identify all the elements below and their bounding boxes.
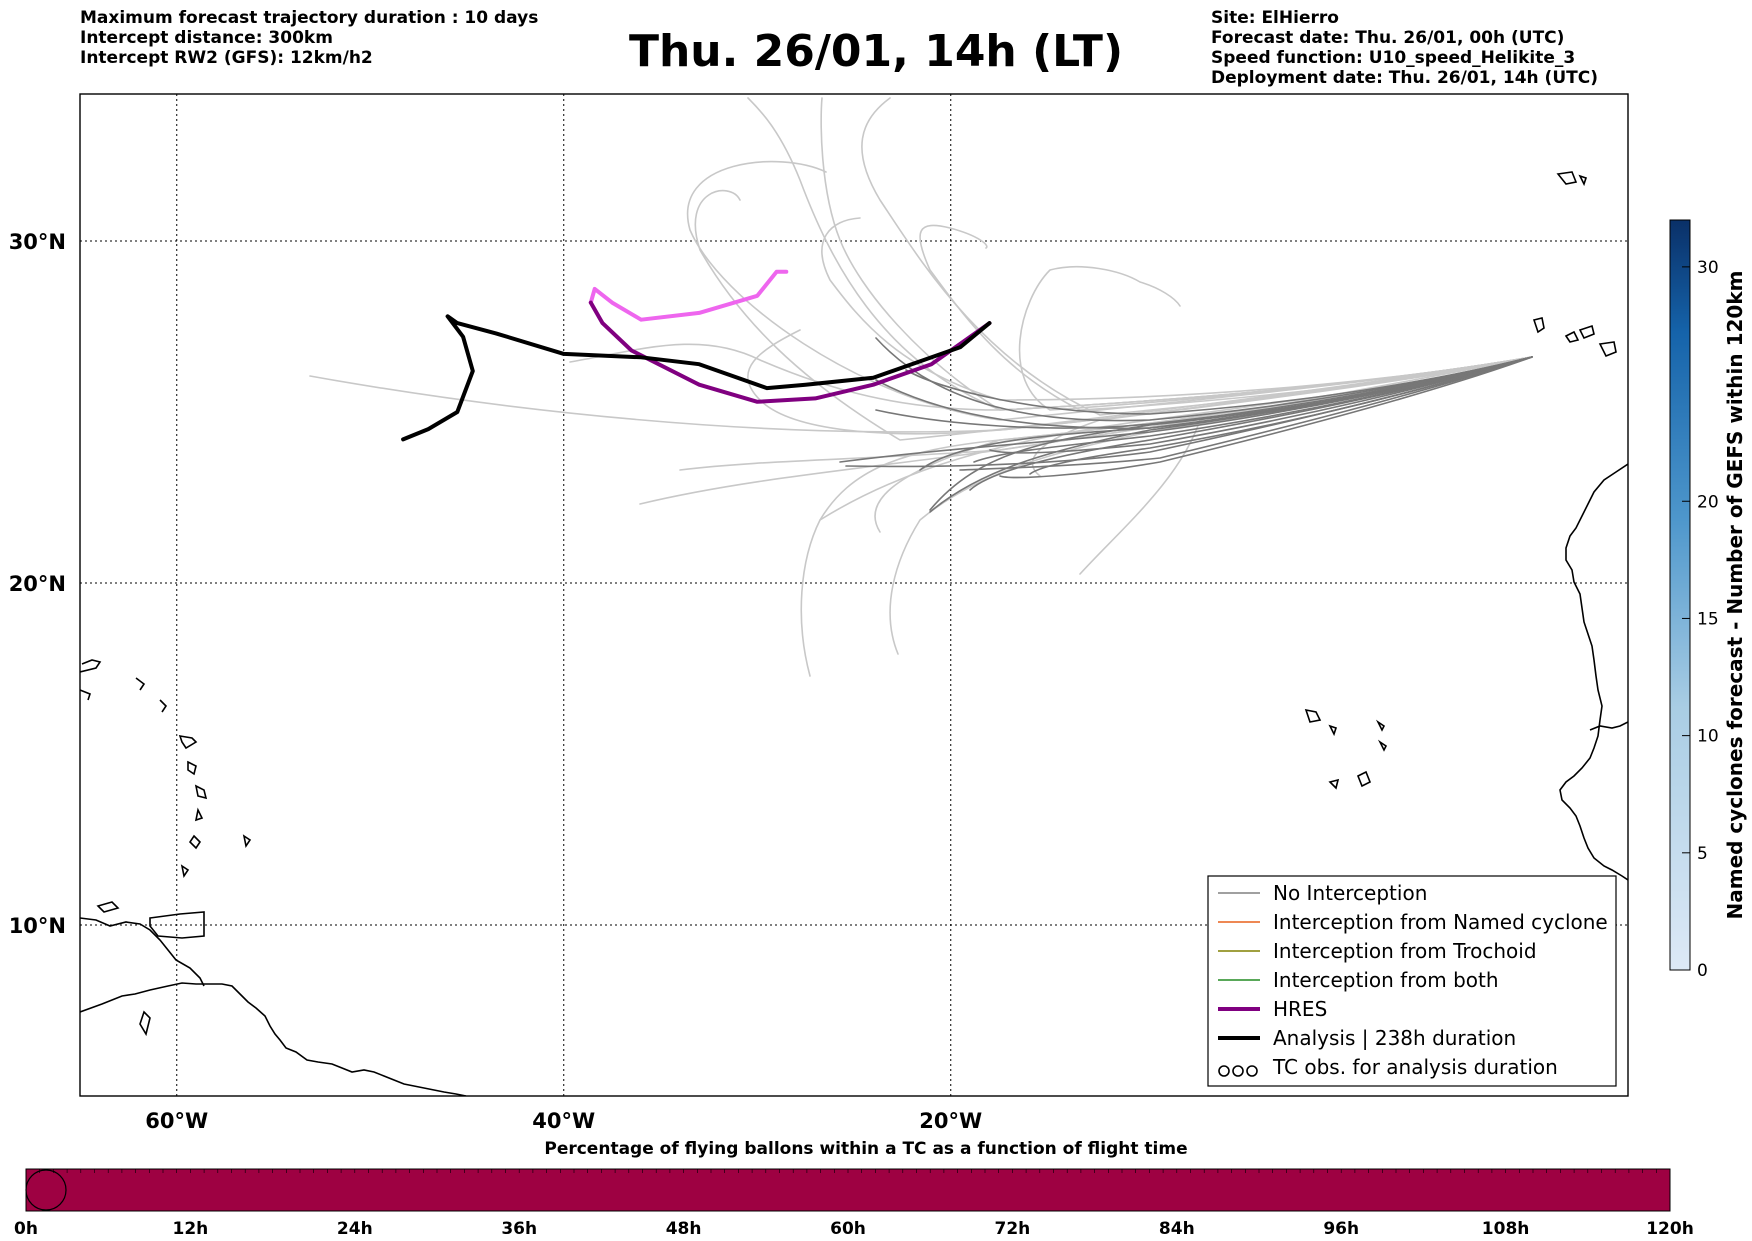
lesser-antilles-10 <box>180 864 190 879</box>
venezuela-coast <box>80 917 205 987</box>
bar-tick-label: 36h <box>501 1219 537 1239</box>
legend-label: TC obs. for analysis duration <box>1272 1055 1558 1079</box>
legend-label: Interception from both <box>1273 968 1499 992</box>
legend-label: Analysis | 238h duration <box>1273 1026 1516 1050</box>
lesser-antilles-3 <box>80 689 91 701</box>
header-left-line-3: Intercept RW2 (GFS): 12km/h2 <box>80 48 373 68</box>
header-left-line-1: Maximum forecast trajectory duration : 1… <box>80 8 539 28</box>
margarita-island <box>139 1010 151 1037</box>
analysis-track <box>401 314 992 442</box>
header-left-line-2: Intercept distance: 300km <box>80 28 333 48</box>
no-interception-track <box>919 356 1533 471</box>
legend: No Interception Interception from Named c… <box>1207 875 1617 1087</box>
bar-tick-label: 72h <box>995 1219 1031 1239</box>
bar-tick-label: 24h <box>337 1219 373 1239</box>
west-africa-coast <box>1559 463 1628 881</box>
bar-tick-label: 60h <box>830 1219 866 1239</box>
legend-item: No Interception <box>1218 881 1427 905</box>
colorbar-tick-label: 20 <box>1697 492 1719 512</box>
header-right-line-1: Site: ElHierro <box>1211 8 1339 28</box>
bar-tick-label: 12h <box>173 1219 209 1239</box>
legend-item: Interception from Named cyclone <box>1218 910 1608 934</box>
map-axis-labels: 60°W 40°W 20°W 30°N 20°N 10°N <box>9 230 983 1133</box>
bar-tick-label: 120h <box>1646 1219 1694 1239</box>
lesser-antilles-11 <box>242 834 252 849</box>
tc-symbol-icon <box>1246 1065 1258 1077</box>
no-interception-track <box>905 356 1533 415</box>
legend-item: Interception from both <box>1218 968 1499 992</box>
lesser-antilles-4 <box>159 699 168 713</box>
legend-item: Analysis | 238h duration <box>1218 1026 1516 1050</box>
no-interception-track <box>989 356 1533 454</box>
flight-time-bar-fill <box>25 1168 1671 1212</box>
map-frame <box>79 93 1629 1097</box>
legend-label: No Interception <box>1273 881 1427 905</box>
bar-tick-label: 48h <box>666 1219 702 1239</box>
ensemble-track <box>1018 265 1533 411</box>
flight-time-bar: Percentage of flying ballons within a TC… <box>14 1139 1694 1239</box>
hres-track <box>588 300 992 404</box>
south-america-coast <box>80 982 467 1096</box>
lon-tick-label: 60°W <box>145 1109 208 1133</box>
no-interception-track <box>999 356 1533 479</box>
bar-tick-label: 84h <box>1159 1219 1195 1239</box>
colorbar-tick-label: 5 <box>1697 844 1708 864</box>
page-title: Thu. 26/01, 14h (LT) <box>628 26 1124 77</box>
colorbar-tick-label: 0 <box>1697 961 1708 981</box>
lat-tick-label: 30°N <box>9 230 66 254</box>
ensemble-track <box>747 329 1533 435</box>
tc-symbol-icon <box>1232 1065 1244 1077</box>
coastlines <box>80 171 1628 1096</box>
lat-tick-label: 10°N <box>9 914 66 938</box>
lesser-antilles-6 <box>187 760 197 776</box>
legend-item: HRES <box>1218 997 1327 1021</box>
no-interception-track <box>875 356 1533 429</box>
header-right-line-3: Speed function: U10_speed_Helikite_3 <box>1211 48 1576 68</box>
colorbar-label: Named cyclones forecast - Number of GEFS… <box>1723 271 1747 920</box>
canary-islands <box>1532 317 1617 358</box>
lesser-antilles-5 <box>178 734 198 750</box>
dakar-peninsula <box>1589 721 1628 731</box>
trinidad-island <box>149 911 205 939</box>
bar-tick-label: 0h <box>14 1219 38 1239</box>
colorbar: 0 5 10 15 20 30 Named cyclones forecast - Num… <box>1669 219 1747 981</box>
lesser-antilles-7 <box>194 784 208 800</box>
lon-tick-label: 40°W <box>532 1109 595 1133</box>
legend-item: Interception from Trochoid <box>1218 939 1537 963</box>
lat-tick-label: 20°N <box>9 572 66 596</box>
legend-label: HRES <box>1273 997 1327 1021</box>
flight-time-bar-title: Percentage of flying ballons within a TC… <box>544 1139 1187 1159</box>
ensemble-trajectories <box>309 97 1533 677</box>
madeira-islands <box>1556 171 1588 187</box>
cape-verde-islands <box>1304 708 1388 790</box>
colorbar-gradient <box>1669 219 1691 971</box>
no-interception-track <box>1029 356 1533 475</box>
legend-label: Interception from Trochoid <box>1273 939 1537 963</box>
lesser-antilles-1 <box>80 659 102 673</box>
header-right-line-2: Forecast date: Thu. 26/01, 00h (UTC) <box>1211 28 1565 48</box>
tc-symbol-icon <box>1218 1065 1230 1077</box>
no-interception-track <box>959 356 1533 471</box>
aruba-curacao <box>96 901 120 913</box>
colorbar-tick-label: 10 <box>1697 727 1719 747</box>
hres-branch-track <box>588 269 789 322</box>
bar-tick-label: 96h <box>1323 1219 1359 1239</box>
colorbar-tick-label: 15 <box>1697 609 1719 629</box>
header-right-line-4: Deployment date: Thu. 26/01, 14h (UTC) <box>1211 68 1598 88</box>
colorbar-tick-label: 30 <box>1697 258 1719 278</box>
lon-tick-label: 20°W <box>919 1109 982 1133</box>
analysis-trajectory <box>401 314 992 442</box>
legend-label: Interception from Named cyclone <box>1273 910 1608 934</box>
legend-item: TC obs. for analysis duration <box>1218 1055 1558 1079</box>
hres-trajectory <box>588 269 992 404</box>
lesser-antilles-8 <box>194 807 204 822</box>
legend-box <box>1207 875 1617 1087</box>
lesser-antilles-2 <box>135 677 146 691</box>
flight-time-bar-marker <box>25 1169 67 1211</box>
bar-tick-label: 108h <box>1482 1219 1530 1239</box>
lesser-antilles-9 <box>188 834 202 850</box>
